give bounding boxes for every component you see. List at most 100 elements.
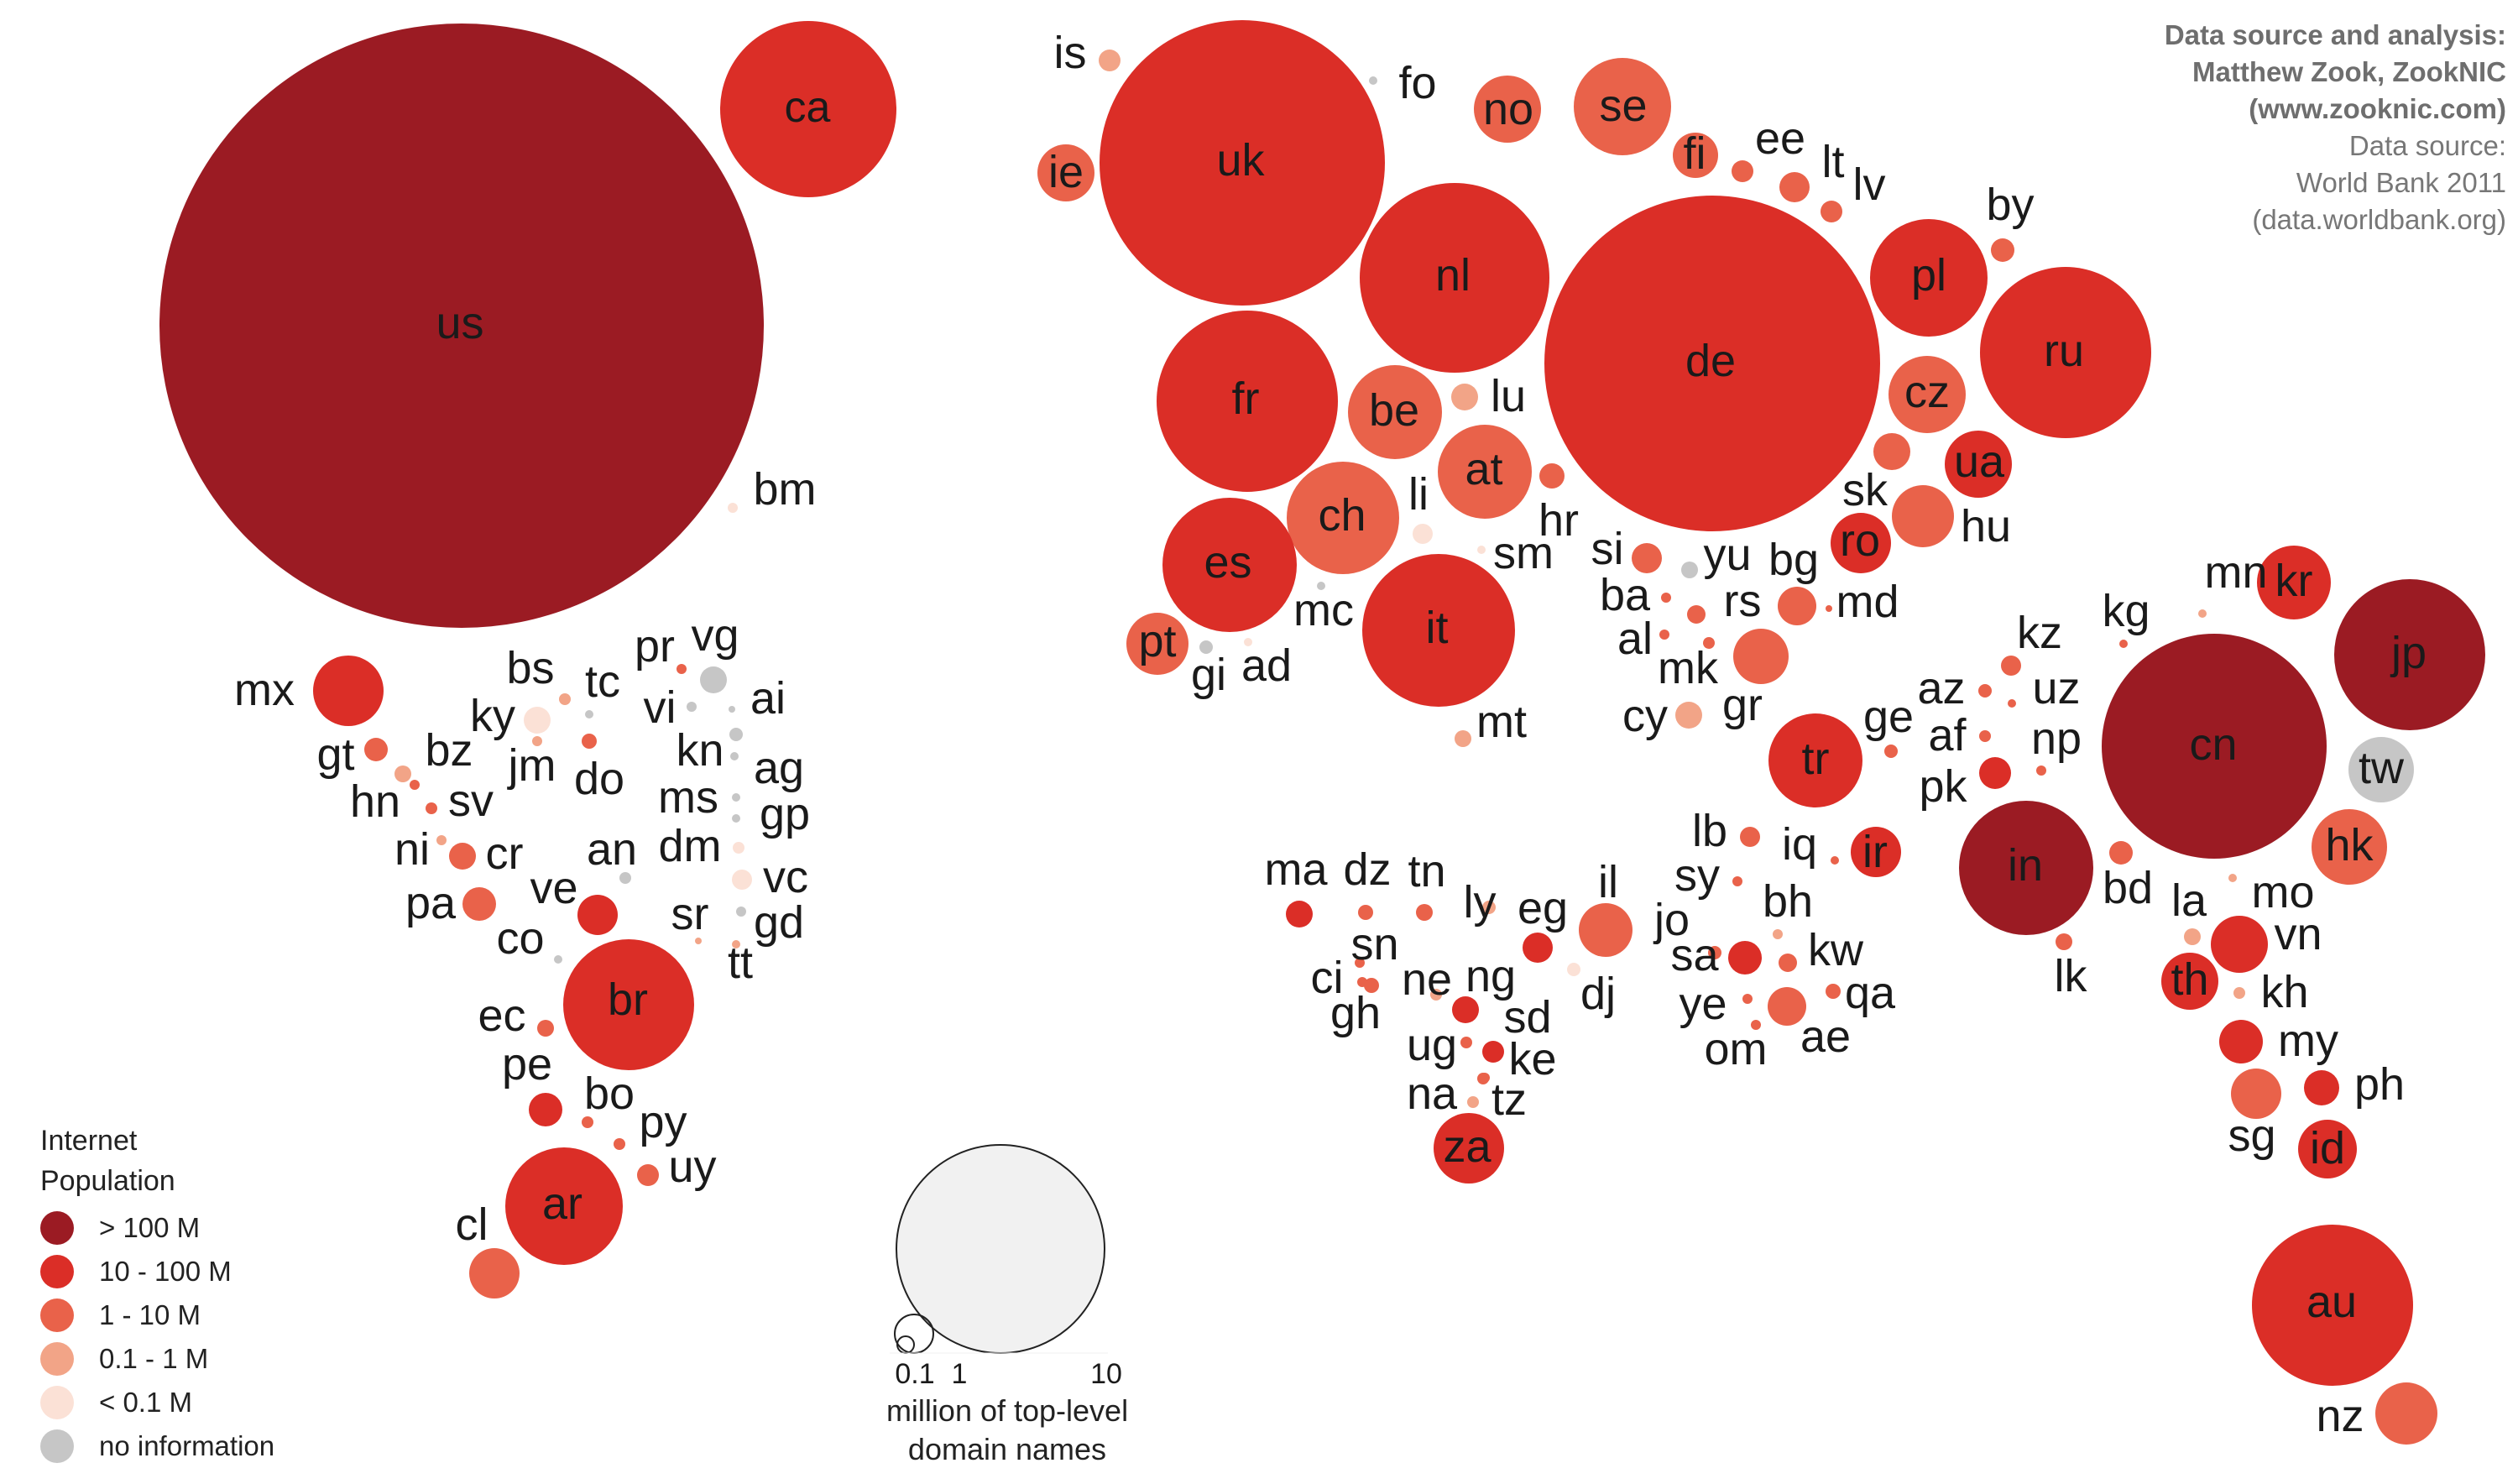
country-label-gr: gr (1722, 680, 1763, 730)
country-label-kz: kz (2017, 608, 2062, 658)
country-bubble-ug (1460, 1037, 1472, 1048)
country-bubble-sa (1728, 941, 1762, 975)
country-bubble-us (159, 24, 764, 628)
country-bubble-ng (1452, 996, 1479, 1023)
country-label-ro: ro (1840, 515, 1880, 566)
legend-swatch (40, 1211, 74, 1245)
credit-line-5: World Bank 2011 (2296, 167, 2506, 198)
country-label-my: my (2278, 1016, 2338, 1066)
country-label-mn: mn (2204, 547, 2267, 598)
country-bubble-vc (732, 870, 752, 890)
country-bubble-bh (1773, 929, 1783, 939)
country-bubble-cn (2102, 634, 2327, 859)
country-bubble-sr (695, 938, 702, 944)
country-bubble-dm (733, 842, 744, 854)
country-label-ky: ky (470, 691, 515, 741)
country-label-gt: gt (316, 729, 354, 780)
country-bubble-il (1579, 903, 1633, 957)
country-label-mx: mx (234, 665, 295, 715)
country-bubble-uk (1100, 20, 1385, 306)
country-label-be: be (1369, 385, 1419, 436)
country-label-mt: mt (1476, 697, 1527, 747)
country-label-tt: tt (728, 938, 753, 988)
country-label-hk: hk (2325, 820, 2374, 870)
country-label-uk: uk (1216, 135, 1265, 186)
country-label-bm: bm (753, 464, 816, 515)
country-label-an: an (587, 824, 637, 875)
country-bubble-mx (313, 656, 384, 726)
legend-swatch (40, 1255, 74, 1288)
country-label-rs: rs (1724, 576, 1762, 626)
country-label-fo: fo (1398, 58, 1436, 108)
country-bubble-cz (1888, 356, 1966, 433)
country-bubble-be (1348, 365, 1442, 459)
country-bubble-se (1574, 58, 1671, 155)
country-label-at: at (1465, 444, 1502, 494)
legend-label: > 100 M (99, 1212, 201, 1243)
country-bubble-kr (2257, 546, 2331, 619)
country-bubble-sk (1873, 433, 1910, 470)
country-label-ye: ye (1679, 979, 1727, 1029)
country-label-kr: kr (2275, 556, 2313, 606)
country-bubble-rs (1687, 605, 1706, 624)
country-label-ee: ee (1755, 113, 1805, 164)
country-label-ke: ke (1508, 1034, 1556, 1084)
country-bubble-th (2161, 953, 2218, 1010)
legend-title-1: Internet (40, 1125, 138, 1157)
country-bubble-jp (2334, 579, 2485, 730)
country-label-ma: ma (1264, 844, 1328, 895)
country-label-uz: uz (2032, 663, 2080, 713)
country-label-se: se (1599, 81, 1647, 131)
country-bubble-pk (1979, 757, 2011, 789)
country-label-vc: vc (763, 852, 808, 902)
credit-line-3: (www.zooknic.com) (2249, 93, 2506, 124)
country-bubble-id (2298, 1120, 2357, 1178)
country-label-pe: pe (502, 1039, 552, 1089)
country-bubble-pe (529, 1093, 562, 1126)
country-label-om: om (1704, 1024, 1767, 1074)
country-bubble-ge (1884, 745, 1898, 758)
country-bubble-at (1438, 425, 1532, 519)
country-bubble-mc (1317, 582, 1325, 590)
country-bubble-my (2219, 1020, 2263, 1063)
country-label-qa: qa (1845, 968, 1896, 1018)
country-label-bd: bd (2103, 863, 2153, 913)
country-label-fr: fr (1232, 374, 1260, 424)
country-label-pa: pa (405, 878, 457, 928)
country-bubble-jm (532, 736, 542, 746)
country-bubble-om (1751, 1020, 1761, 1030)
country-label-py: py (639, 1097, 687, 1147)
country-bubble-vi (687, 702, 697, 712)
country-bubble-ma (1286, 901, 1313, 928)
country-label-do: do (574, 754, 624, 804)
country-label-ir: ir (1862, 827, 1888, 877)
country-label-mc: mc (1293, 585, 1354, 635)
country-label-is: is (1054, 28, 1087, 78)
country-bubble-gt (364, 738, 388, 761)
country-label-by: by (1986, 180, 2034, 230)
country-label-bs: bs (506, 643, 554, 693)
country-bubble-au (2252, 1225, 2413, 1386)
country-label-kh: kh (2260, 967, 2308, 1017)
country-bubble-ir (1851, 827, 1901, 877)
legend-label: no information (99, 1430, 275, 1461)
legend-row: 0.1 - 1 M (40, 1337, 274, 1381)
country-bubble-lt (1779, 172, 1810, 202)
country-bubble-ro (1831, 513, 1891, 573)
country-label-hr: hr (1538, 495, 1579, 546)
country-bubble-sd (1482, 1041, 1504, 1063)
country-bubble-tr (1768, 713, 1862, 807)
country-label-sv: sv (448, 776, 494, 826)
country-bubble-ua (1945, 431, 2012, 498)
country-bubble-tt (732, 940, 740, 948)
country-bubble-ly (1482, 901, 1496, 914)
country-bubble-pr (677, 664, 687, 674)
country-label-sy: sy (1674, 850, 1720, 901)
size-key-caption: million of top-level domain names (865, 1392, 1150, 1469)
country-bubble-sy (1732, 876, 1742, 886)
country-bubble-cy (1675, 702, 1702, 729)
country-label-ci: ci (1311, 953, 1344, 1003)
country-label-uy: uy (668, 1142, 716, 1192)
country-bubble-li (1413, 524, 1433, 544)
country-label-jo: jo (1653, 895, 1690, 945)
